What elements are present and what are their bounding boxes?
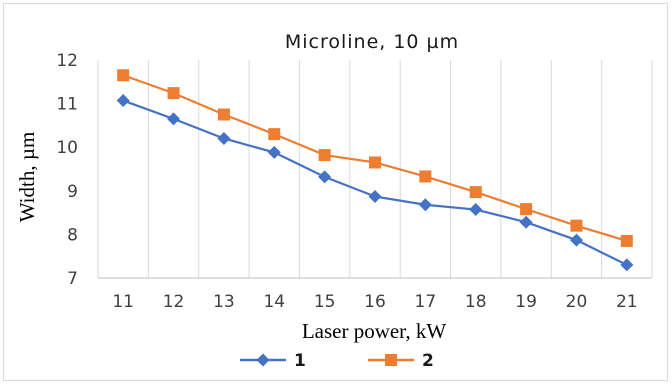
y-tick-label: 10: [56, 138, 78, 158]
data-point: [369, 156, 381, 169]
data-point: [419, 170, 432, 183]
x-tick-label: 13: [213, 292, 235, 312]
x-tick-label: 14: [263, 292, 285, 312]
x-tick-label: 12: [163, 292, 185, 312]
y-tick-label: 11: [56, 95, 78, 115]
legend-marker: [385, 354, 397, 366]
y-tick-label: 8: [67, 225, 78, 245]
x-tick-label: 19: [515, 292, 537, 312]
chart-title: Microline, 10 µm: [285, 31, 459, 53]
legend-item-2: 2: [368, 351, 434, 371]
y-tick-label: 9: [67, 182, 78, 202]
legend-label: 1: [294, 351, 306, 371]
x-tick-label: 15: [314, 292, 336, 312]
grid-lines: [97, 60, 653, 278]
axes: 11 12 13 14 15 16 17 18 19 20 21 7 8 9 10 11 12: [56, 51, 652, 312]
series-2: [117, 69, 633, 247]
x-tick-label: 21: [616, 292, 638, 312]
data-point: [620, 234, 633, 247]
series-layer: [116, 69, 634, 272]
y-axis-title: Width, µm: [15, 132, 39, 223]
y-tick-label: 12: [56, 51, 78, 71]
data-point: [620, 258, 634, 272]
x-tick-label: 18: [465, 292, 487, 312]
data-point: [116, 94, 130, 108]
legend-item-1: 1: [240, 351, 306, 371]
data-point: [520, 203, 533, 216]
data-point: [217, 108, 230, 121]
x-tick-label: 17: [415, 292, 437, 312]
legend-marker: [256, 353, 270, 367]
data-point: [469, 203, 483, 217]
data-point: [167, 112, 181, 126]
data-point: [117, 69, 130, 82]
data-point: [167, 87, 180, 100]
data-point: [519, 215, 533, 229]
data-point: [570, 219, 583, 232]
legend-label: 2: [422, 351, 434, 371]
data-point: [569, 233, 583, 247]
data-point: [469, 186, 482, 199]
data-point: [267, 145, 281, 159]
x-tick-label: 11: [112, 292, 134, 312]
data-point: [368, 189, 382, 203]
data-point: [318, 170, 332, 184]
chart-frame: [3, 3, 668, 381]
data-point: [217, 131, 231, 145]
y-tick-label: 7: [67, 269, 78, 289]
x-tick-label: 20: [566, 292, 588, 312]
x-axis-title: Laser power, kW: [302, 319, 447, 343]
series-1: [116, 94, 634, 272]
data-point: [268, 128, 281, 141]
data-point: [318, 149, 331, 162]
x-tick-label: 16: [364, 292, 386, 312]
data-point: [418, 198, 432, 212]
